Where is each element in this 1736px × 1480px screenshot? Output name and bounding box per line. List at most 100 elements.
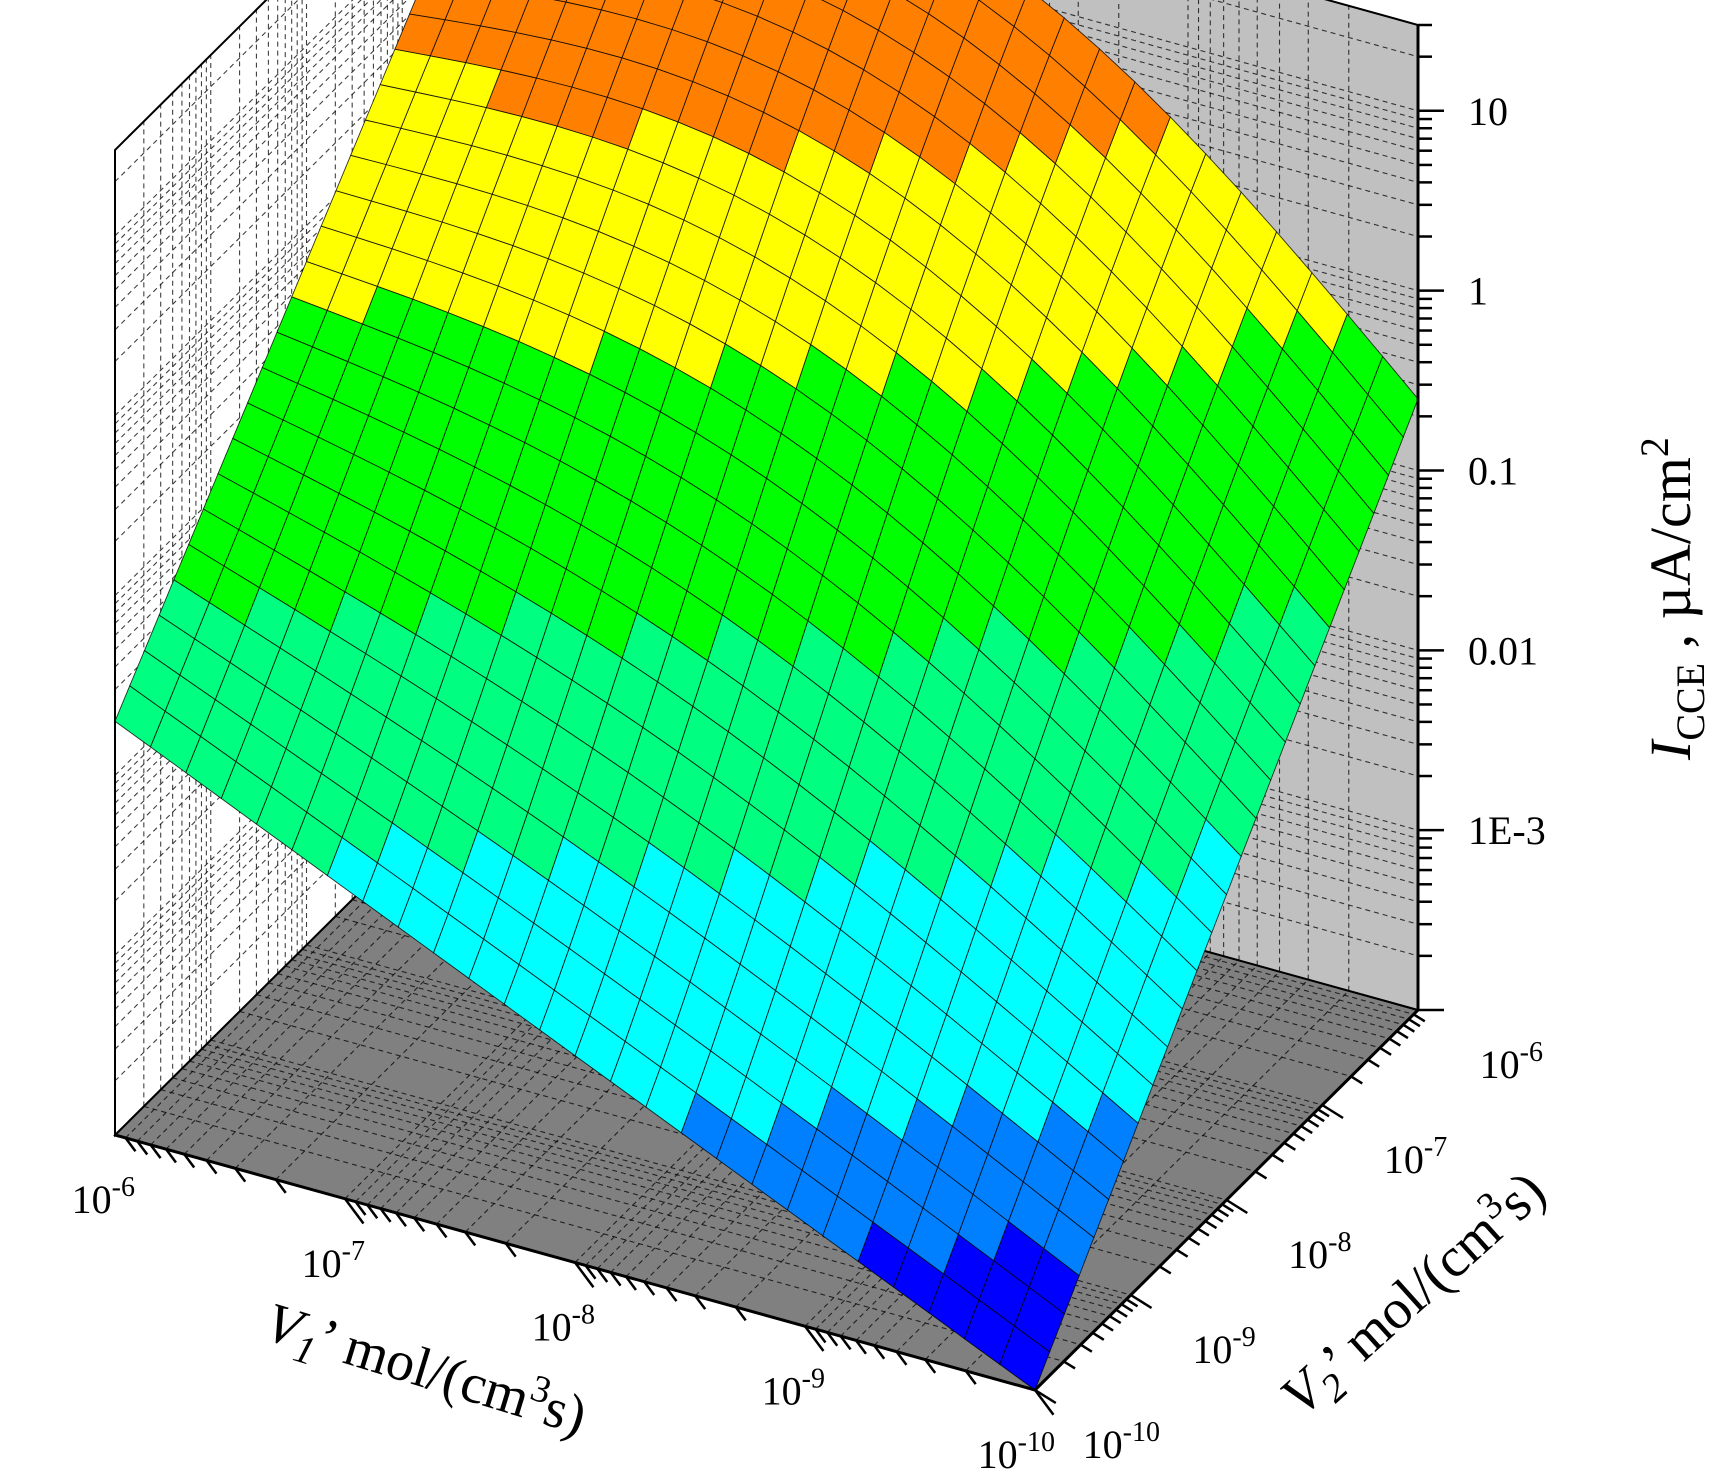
z-tick-label: 0.01 [1468, 628, 1538, 673]
y-tick-label-base: 10 [1288, 1232, 1328, 1277]
x-minor-tick [596, 1267, 609, 1283]
x-minor-tick [234, 1167, 247, 1183]
y-minor-tick [1254, 1170, 1268, 1180]
z-tick-label: 1 [1468, 269, 1488, 314]
surface-cell [756, 0, 806, 33]
surface-cell [713, 0, 724, 4]
x-minor-tick [625, 1275, 637, 1291]
z-axis-title-symbol: I [1638, 738, 1703, 761]
x-tick-label: 10-6 [72, 1172, 135, 1222]
surface-cell [842, 0, 891, 31]
x-minor-tick [165, 1148, 177, 1164]
chart-axes [114, 23, 1444, 1416]
z-axis-title-sub: CCE [1668, 663, 1713, 741]
y-minor-tick [1221, 1203, 1234, 1213]
back-grid-z [1016, 0, 1419, 112]
x-tick-label-base: 10 [762, 1368, 802, 1413]
y-tick-label-exp: -9 [1232, 1322, 1255, 1353]
x-minor-tick [435, 1223, 448, 1239]
y-minor-tick [1283, 1141, 1297, 1151]
x-minor-tick [665, 1287, 678, 1302]
y-tick-label-exp: -7 [1424, 1132, 1447, 1163]
y-minor-tick [1108, 1315, 1122, 1325]
y-minor-tick [1350, 1075, 1363, 1085]
y-tick-label-exp: -6 [1520, 1037, 1543, 1068]
y-tick-label-base: 10 [1480, 1042, 1520, 1087]
surface-cell [905, 0, 935, 15]
y-minor-tick [1408, 1018, 1421, 1028]
x-minor-tick [205, 1159, 218, 1175]
y-minor-tick [1388, 1037, 1402, 1047]
y-major-tick [1130, 1293, 1153, 1310]
surface-cell [978, 0, 1025, 28]
surface-mesh [114, 0, 1419, 1391]
x-minor-tick [609, 1271, 622, 1287]
x-minor-tick [839, 1335, 852, 1351]
x-minor-tick [149, 1144, 162, 1159]
y-major-tick [1034, 1388, 1057, 1405]
x-tick-label-exp: -7 [342, 1236, 365, 1267]
surface-cell [408, 0, 454, 21]
x-major-tick [343, 1198, 365, 1225]
y-minor-tick [1158, 1265, 1172, 1275]
z-tick-label: 0.1 [1468, 448, 1518, 493]
x-tick-label-exp: -6 [112, 1172, 135, 1203]
x-minor-tick [924, 1358, 937, 1374]
x-axis-title-unit: ’ mol/(cm [310, 1307, 537, 1430]
y-minor-tick [1216, 1208, 1230, 1218]
y-tick-label: 10-9 [1192, 1322, 1255, 1372]
y-tick-label: 10-6 [1480, 1037, 1543, 1087]
z-axis-title: ICCE , µA/cm2 [1632, 437, 1713, 761]
z-tick-label: 1E-3 [1468, 808, 1546, 853]
z-tick-label: 10 [1468, 89, 1508, 134]
x-minor-tick [734, 1306, 747, 1322]
y-tick-label: 10-7 [1384, 1132, 1447, 1182]
x-tick-label-base: 10 [302, 1241, 342, 1286]
y-minor-tick [1306, 1118, 1320, 1128]
x-major-tick [803, 1325, 825, 1352]
surface-cell [565, 0, 606, 11]
x-tick-label-base: 10 [978, 1432, 1018, 1477]
y-minor-tick [1292, 1132, 1306, 1142]
x-tick-label-base: 10 [532, 1305, 572, 1350]
x-minor-tick [413, 1217, 426, 1232]
y-minor-tick [1367, 1058, 1380, 1068]
back-grid-z [1211, 0, 1419, 58]
y-minor-tick [1120, 1303, 1134, 1313]
y-tick-label: 10-10 [1083, 1417, 1160, 1467]
y-minor-tick [1317, 1108, 1330, 1118]
x-minor-tick [504, 1242, 517, 1258]
x-tick-label: 10-10 [978, 1427, 1055, 1477]
x-minor-tick [124, 1137, 137, 1152]
x-minor-tick [395, 1212, 407, 1227]
x-minor-tick [379, 1207, 392, 1223]
x-tick-label: 10-8 [532, 1300, 595, 1350]
y-minor-tick [1412, 1013, 1426, 1023]
x-minor-tick [855, 1339, 867, 1355]
x-tick-label: 10-9 [762, 1363, 825, 1413]
x-minor-tick [136, 1140, 149, 1156]
y-minor-tick [1396, 1030, 1409, 1040]
y-minor-tick [1402, 1023, 1416, 1033]
x-tick-label-base: 10 [72, 1177, 112, 1222]
y-minor-tick [1187, 1236, 1201, 1246]
x-minor-tick [584, 1264, 597, 1280]
x-minor-tick [826, 1331, 839, 1347]
y-minor-tick [1300, 1125, 1313, 1135]
x-minor-tick [643, 1280, 656, 1296]
tick-labels: 10-610-710-810-910-10 10-1010-910-810-710… [72, 89, 1546, 1477]
y-minor-tick [1091, 1331, 1105, 1341]
x-tick-label-exp: -9 [802, 1363, 825, 1394]
y-tick-label-exp: -10 [1123, 1417, 1160, 1448]
y-minor-tick [1312, 1113, 1325, 1123]
x-minor-tick [183, 1153, 196, 1169]
y-minor-tick [1125, 1298, 1139, 1308]
z-axis-title-sup: 2 [1632, 437, 1677, 457]
y-minor-tick [1271, 1153, 1285, 1163]
y-tick-label-exp: -8 [1328, 1227, 1351, 1258]
y-tick-label-base: 10 [1384, 1137, 1424, 1182]
x-major-tick [1033, 1389, 1055, 1416]
y-minor-tick [1197, 1227, 1210, 1237]
floor-grid-y [143, 1105, 1064, 1362]
surface-cell [721, 0, 765, 17]
